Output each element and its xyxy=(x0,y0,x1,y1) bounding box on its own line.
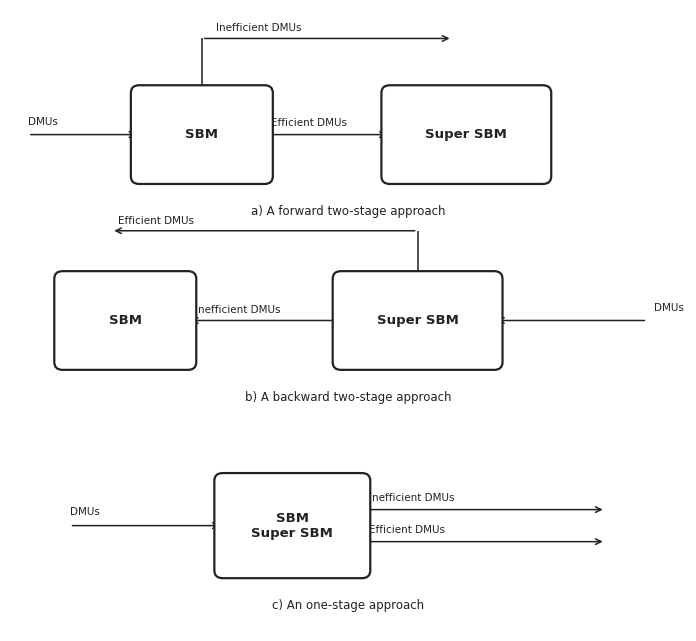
Text: a) A forward two-stage approach: a) A forward two-stage approach xyxy=(251,205,445,218)
Text: Super SBM: Super SBM xyxy=(377,314,459,327)
Text: SBM: SBM xyxy=(185,128,219,141)
Text: b) A backward two-stage approach: b) A backward two-stage approach xyxy=(245,391,451,404)
FancyBboxPatch shape xyxy=(214,473,370,578)
Text: Inefficient DMUs: Inefficient DMUs xyxy=(369,493,454,503)
Text: c) An one-stage approach: c) An one-stage approach xyxy=(272,599,424,612)
Text: DMUs: DMUs xyxy=(70,507,100,517)
FancyBboxPatch shape xyxy=(381,85,551,184)
Text: DMUs: DMUs xyxy=(28,117,58,127)
Text: Inefficient DMUs: Inefficient DMUs xyxy=(195,305,280,315)
Text: Efficient DMUs: Efficient DMUs xyxy=(118,215,194,226)
Text: Efficient DMUs: Efficient DMUs xyxy=(369,525,445,535)
FancyBboxPatch shape xyxy=(54,271,196,370)
Text: Super SBM: Super SBM xyxy=(425,128,507,141)
Text: SBM: SBM xyxy=(109,314,142,327)
Text: DMUs: DMUs xyxy=(654,303,684,313)
Text: SBM
Super SBM: SBM Super SBM xyxy=(251,512,333,540)
Text: Inefficient DMUs: Inefficient DMUs xyxy=(216,23,301,33)
FancyBboxPatch shape xyxy=(333,271,503,370)
Text: Efficient DMUs: Efficient DMUs xyxy=(271,118,347,128)
FancyBboxPatch shape xyxy=(131,85,273,184)
